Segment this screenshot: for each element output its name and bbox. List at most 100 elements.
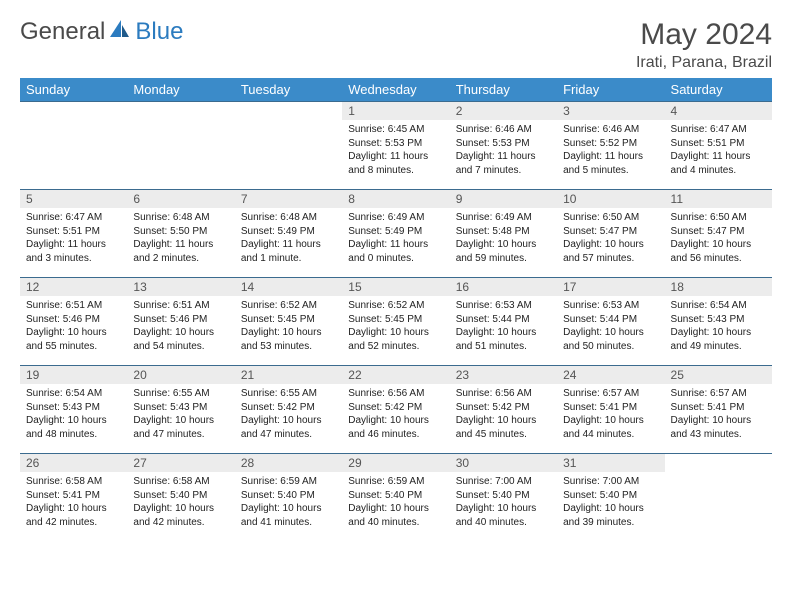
calendar-day: 12Sunrise: 6:51 AMSunset: 5:46 PMDayligh… [20,278,127,366]
logo-text-2: Blue [135,18,183,46]
header: General Blue May 2024 Irati, Parana, Bra… [20,18,772,72]
sail-icon [109,18,131,46]
calendar-day: 16Sunrise: 6:53 AMSunset: 5:44 PMDayligh… [450,278,557,366]
calendar-day: 21Sunrise: 6:55 AMSunset: 5:42 PMDayligh… [235,366,342,454]
day-number: 25 [665,366,772,384]
calendar-day: 18Sunrise: 6:54 AMSunset: 5:43 PMDayligh… [665,278,772,366]
day-number: 23 [450,366,557,384]
calendar-day: 25Sunrise: 6:57 AMSunset: 5:41 PMDayligh… [665,366,772,454]
calendar-week: 19Sunrise: 6:54 AMSunset: 5:43 PMDayligh… [20,366,772,454]
day-details: Sunrise: 6:54 AMSunset: 5:43 PMDaylight:… [20,384,127,445]
calendar-day: 31Sunrise: 7:00 AMSunset: 5:40 PMDayligh… [557,454,664,542]
day-number: 12 [20,278,127,296]
weekday-header: Tuesday [235,78,342,102]
day-details: Sunrise: 6:53 AMSunset: 5:44 PMDaylight:… [557,296,664,357]
day-number: 11 [665,190,772,208]
day-number: 31 [557,454,664,472]
day-number: 20 [127,366,234,384]
calendar-body: 1Sunrise: 6:45 AMSunset: 5:53 PMDaylight… [20,102,772,542]
day-number: 6 [127,190,234,208]
day-details: Sunrise: 6:52 AMSunset: 5:45 PMDaylight:… [342,296,449,357]
day-details: Sunrise: 6:46 AMSunset: 5:53 PMDaylight:… [450,120,557,181]
day-details: Sunrise: 6:55 AMSunset: 5:43 PMDaylight:… [127,384,234,445]
day-number: 27 [127,454,234,472]
weekday-header: Monday [127,78,234,102]
day-number: 30 [450,454,557,472]
day-details: Sunrise: 6:50 AMSunset: 5:47 PMDaylight:… [665,208,772,269]
calendar-day: 23Sunrise: 6:56 AMSunset: 5:42 PMDayligh… [450,366,557,454]
calendar-day: 15Sunrise: 6:52 AMSunset: 5:45 PMDayligh… [342,278,449,366]
day-details: Sunrise: 6:55 AMSunset: 5:42 PMDaylight:… [235,384,342,445]
day-number: 4 [665,102,772,120]
day-details: Sunrise: 6:50 AMSunset: 5:47 PMDaylight:… [557,208,664,269]
calendar-day [665,454,772,542]
day-details: Sunrise: 6:53 AMSunset: 5:44 PMDaylight:… [450,296,557,357]
day-details: Sunrise: 6:48 AMSunset: 5:49 PMDaylight:… [235,208,342,269]
calendar-day: 4Sunrise: 6:47 AMSunset: 5:51 PMDaylight… [665,102,772,190]
calendar-day [20,102,127,190]
calendar-day: 7Sunrise: 6:48 AMSunset: 5:49 PMDaylight… [235,190,342,278]
calendar-week: 5Sunrise: 6:47 AMSunset: 5:51 PMDaylight… [20,190,772,278]
location: Irati, Parana, Brazil [636,54,772,72]
day-details: Sunrise: 6:46 AMSunset: 5:52 PMDaylight:… [557,120,664,181]
calendar-day: 30Sunrise: 7:00 AMSunset: 5:40 PMDayligh… [450,454,557,542]
calendar-day: 2Sunrise: 6:46 AMSunset: 5:53 PMDaylight… [450,102,557,190]
day-number: 21 [235,366,342,384]
day-number: 3 [557,102,664,120]
day-number: 7 [235,190,342,208]
logo-text-1: General [20,18,105,46]
calendar-day: 29Sunrise: 6:59 AMSunset: 5:40 PMDayligh… [342,454,449,542]
day-details: Sunrise: 6:59 AMSunset: 5:40 PMDaylight:… [342,472,449,533]
day-details: Sunrise: 6:48 AMSunset: 5:50 PMDaylight:… [127,208,234,269]
calendar-day [127,102,234,190]
calendar-day: 9Sunrise: 6:49 AMSunset: 5:48 PMDaylight… [450,190,557,278]
title-block: May 2024 Irati, Parana, Brazil [636,18,772,72]
day-number: 8 [342,190,449,208]
day-details: Sunrise: 6:58 AMSunset: 5:41 PMDaylight:… [20,472,127,533]
day-number: 16 [450,278,557,296]
day-number: 28 [235,454,342,472]
day-number: 14 [235,278,342,296]
day-details: Sunrise: 6:59 AMSunset: 5:40 PMDaylight:… [235,472,342,533]
calendar-day: 20Sunrise: 6:55 AMSunset: 5:43 PMDayligh… [127,366,234,454]
calendar-table: Sunday Monday Tuesday Wednesday Thursday… [20,78,772,542]
calendar-day: 26Sunrise: 6:58 AMSunset: 5:41 PMDayligh… [20,454,127,542]
day-details: Sunrise: 7:00 AMSunset: 5:40 PMDaylight:… [557,472,664,533]
calendar-week: 12Sunrise: 6:51 AMSunset: 5:46 PMDayligh… [20,278,772,366]
calendar-day [235,102,342,190]
day-details: Sunrise: 6:45 AMSunset: 5:53 PMDaylight:… [342,120,449,181]
day-details: Sunrise: 6:51 AMSunset: 5:46 PMDaylight:… [127,296,234,357]
weekday-header: Friday [557,78,664,102]
weekday-row: Sunday Monday Tuesday Wednesday Thursday… [20,78,772,102]
day-number: 15 [342,278,449,296]
day-number: 2 [450,102,557,120]
calendar-week: 26Sunrise: 6:58 AMSunset: 5:41 PMDayligh… [20,454,772,542]
day-details: Sunrise: 6:47 AMSunset: 5:51 PMDaylight:… [665,120,772,181]
weekday-header: Sunday [20,78,127,102]
day-details: Sunrise: 6:51 AMSunset: 5:46 PMDaylight:… [20,296,127,357]
calendar-day: 11Sunrise: 6:50 AMSunset: 5:47 PMDayligh… [665,190,772,278]
day-details: Sunrise: 6:56 AMSunset: 5:42 PMDaylight:… [342,384,449,445]
day-number: 24 [557,366,664,384]
day-details: Sunrise: 7:00 AMSunset: 5:40 PMDaylight:… [450,472,557,533]
day-number: 17 [557,278,664,296]
month-title: May 2024 [636,18,772,52]
day-number: 19 [20,366,127,384]
day-details: Sunrise: 6:57 AMSunset: 5:41 PMDaylight:… [557,384,664,445]
day-number: 22 [342,366,449,384]
calendar-day: 10Sunrise: 6:50 AMSunset: 5:47 PMDayligh… [557,190,664,278]
calendar-day: 27Sunrise: 6:58 AMSunset: 5:40 PMDayligh… [127,454,234,542]
calendar-day: 28Sunrise: 6:59 AMSunset: 5:40 PMDayligh… [235,454,342,542]
day-number: 29 [342,454,449,472]
calendar-day: 22Sunrise: 6:56 AMSunset: 5:42 PMDayligh… [342,366,449,454]
day-details: Sunrise: 6:47 AMSunset: 5:51 PMDaylight:… [20,208,127,269]
day-details: Sunrise: 6:54 AMSunset: 5:43 PMDaylight:… [665,296,772,357]
day-details: Sunrise: 6:57 AMSunset: 5:41 PMDaylight:… [665,384,772,445]
weekday-header: Saturday [665,78,772,102]
weekday-header: Wednesday [342,78,449,102]
calendar-day: 5Sunrise: 6:47 AMSunset: 5:51 PMDaylight… [20,190,127,278]
calendar-day: 3Sunrise: 6:46 AMSunset: 5:52 PMDaylight… [557,102,664,190]
calendar-day: 17Sunrise: 6:53 AMSunset: 5:44 PMDayligh… [557,278,664,366]
calendar-day: 24Sunrise: 6:57 AMSunset: 5:41 PMDayligh… [557,366,664,454]
day-details: Sunrise: 6:49 AMSunset: 5:49 PMDaylight:… [342,208,449,269]
